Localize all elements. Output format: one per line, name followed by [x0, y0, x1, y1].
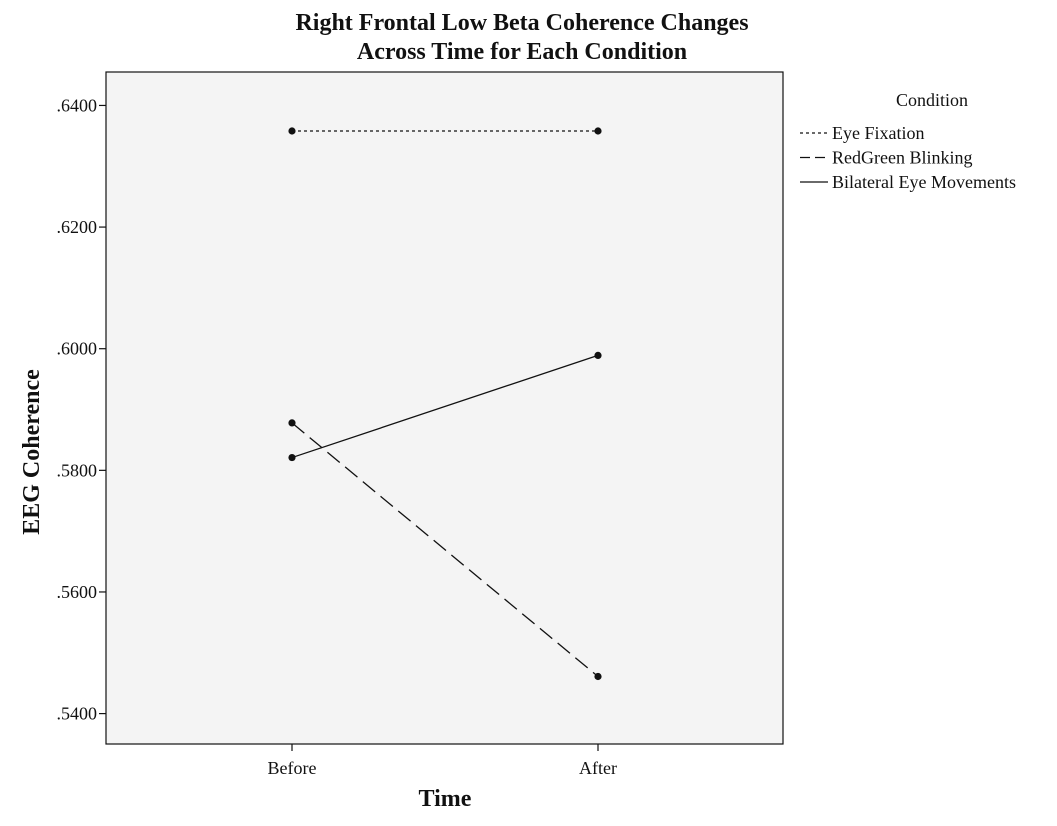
legend-label-bilateral-eye-movements: Bilateral Eye Movements: [832, 172, 1016, 192]
data-point-redgreen-blinking: [288, 419, 296, 427]
data-point-bilateral-eye-movements: [594, 351, 602, 359]
x-axis: Before After: [268, 744, 617, 778]
chart-title: Right Frontal Low Beta Coherence Changes: [295, 10, 748, 36]
y-tick-label: .5800: [57, 460, 98, 480]
y-tick-label: .5400: [57, 704, 98, 724]
legend: Condition Eye Fixation RedGreen Blinking B…: [800, 90, 1016, 192]
legend-label-eye-fixation: Eye Fixation: [832, 123, 925, 143]
x-axis-title: Time: [419, 786, 472, 812]
y-tick-label: .6400: [57, 95, 98, 115]
series-line-redgreen-blinking: [291, 422, 599, 678]
y-tick-label: .6200: [57, 217, 98, 237]
y-axis: .5400 .5600 .5800 .6000 .6200 .6400: [57, 95, 106, 724]
data-point-eye-fixation: [288, 127, 296, 135]
legend-label-redgreen-blinking: RedGreen Blinking: [832, 148, 972, 168]
x-tick-label: Before: [268, 758, 317, 778]
legend-title: Condition: [896, 90, 968, 110]
plot-area: [105, 71, 784, 745]
x-tick-label: After: [579, 758, 617, 778]
series-points: [288, 127, 602, 681]
data-point-redgreen-blinking: [594, 672, 602, 681]
y-tick-label: .5600: [57, 582, 98, 602]
series-line-bilateral-eye-movements: [291, 354, 599, 459]
data-point-bilateral-eye-movements: [288, 453, 296, 462]
y-axis-title: EEG Coherence: [19, 369, 45, 535]
data-point-eye-fixation: [594, 127, 602, 135]
series-lines: [291, 130, 599, 678]
chart-subtitle: Across Time for Each Condition: [357, 39, 687, 65]
y-tick-label: .6000: [57, 339, 98, 359]
